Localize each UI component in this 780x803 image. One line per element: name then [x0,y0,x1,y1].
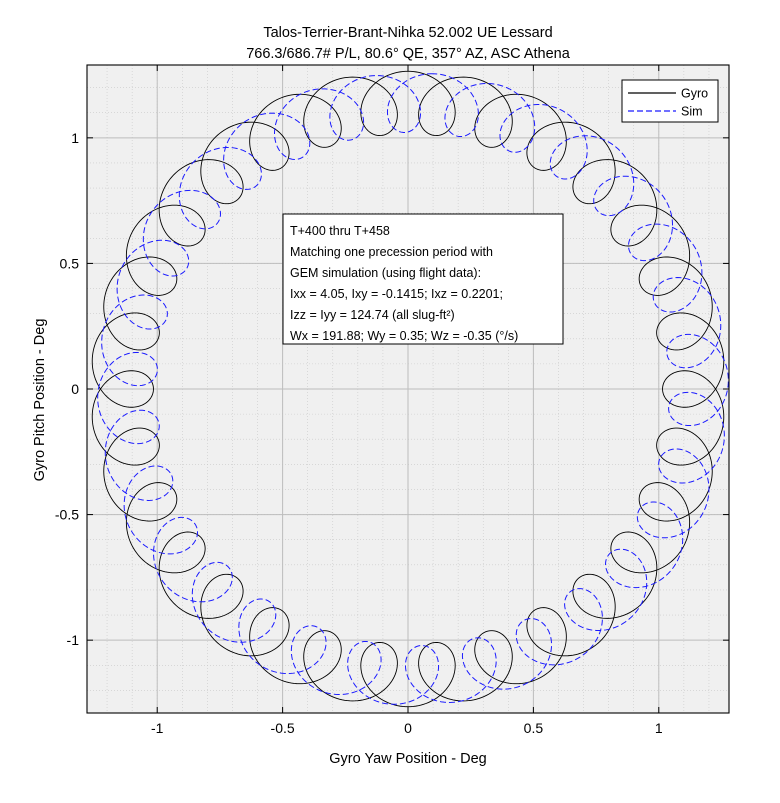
annotation-line: Wx = 191.88; Wy = 0.35; Wz = -0.35 (°/s) [290,329,518,343]
annotation-line: Izz = Iyy = 124.74 (all slug-ft²) [290,308,455,322]
x-tick-label: 0.5 [524,720,544,736]
y-tick-label: 0.5 [60,255,80,271]
annotation-box: T+400 thru T+458 Matching one precession… [282,213,564,345]
y-tick-label: -1 [67,632,80,648]
y-tick-label: 0 [71,381,79,397]
series-line-gyro [91,70,725,708]
y-axis-label: Gyro Pitch Position - Deg [32,319,48,482]
x-tick-label: 0 [404,720,412,736]
x-tick-label: -0.5 [271,720,295,736]
legend-entry-sim: Sim [681,105,703,119]
y-tick-label: 1 [71,130,79,146]
annotation-line: Matching one precession period with [290,245,493,259]
chart-subtitle: 766.3/686.7# P/L, 80.6° QE, 357° AZ, ASC… [246,46,571,62]
y-tick-label: -0.5 [55,507,79,523]
y-tick-labels: -1 -0.5 0 0.5 1 [55,130,79,648]
annotation-line: Ixx = 4.05, Ixy = -0.1415; Ixz = 0.2201; [290,287,503,301]
series-layer [91,70,729,708]
legend-frame [621,79,719,123]
chart-title: Talos-Terrier-Brant-Nihka 52.002 UE Less… [263,25,552,41]
annotation-frame [282,213,564,345]
annotation-line: T+400 thru T+458 [290,224,390,238]
x-tick-label: 1 [655,720,663,736]
x-tick-label: -1 [151,720,164,736]
annotation-line: GEM simulation (using flight data): [290,266,481,280]
x-tick-labels: -1 -0.5 0 0.5 1 [151,720,663,736]
tick-marks [87,65,729,713]
legend-entry-gyro: Gyro [681,87,708,101]
series-line-sim [97,73,729,705]
x-axis-label: Gyro Yaw Position - Deg [329,751,486,767]
legend: Gyro Sim [621,79,719,123]
